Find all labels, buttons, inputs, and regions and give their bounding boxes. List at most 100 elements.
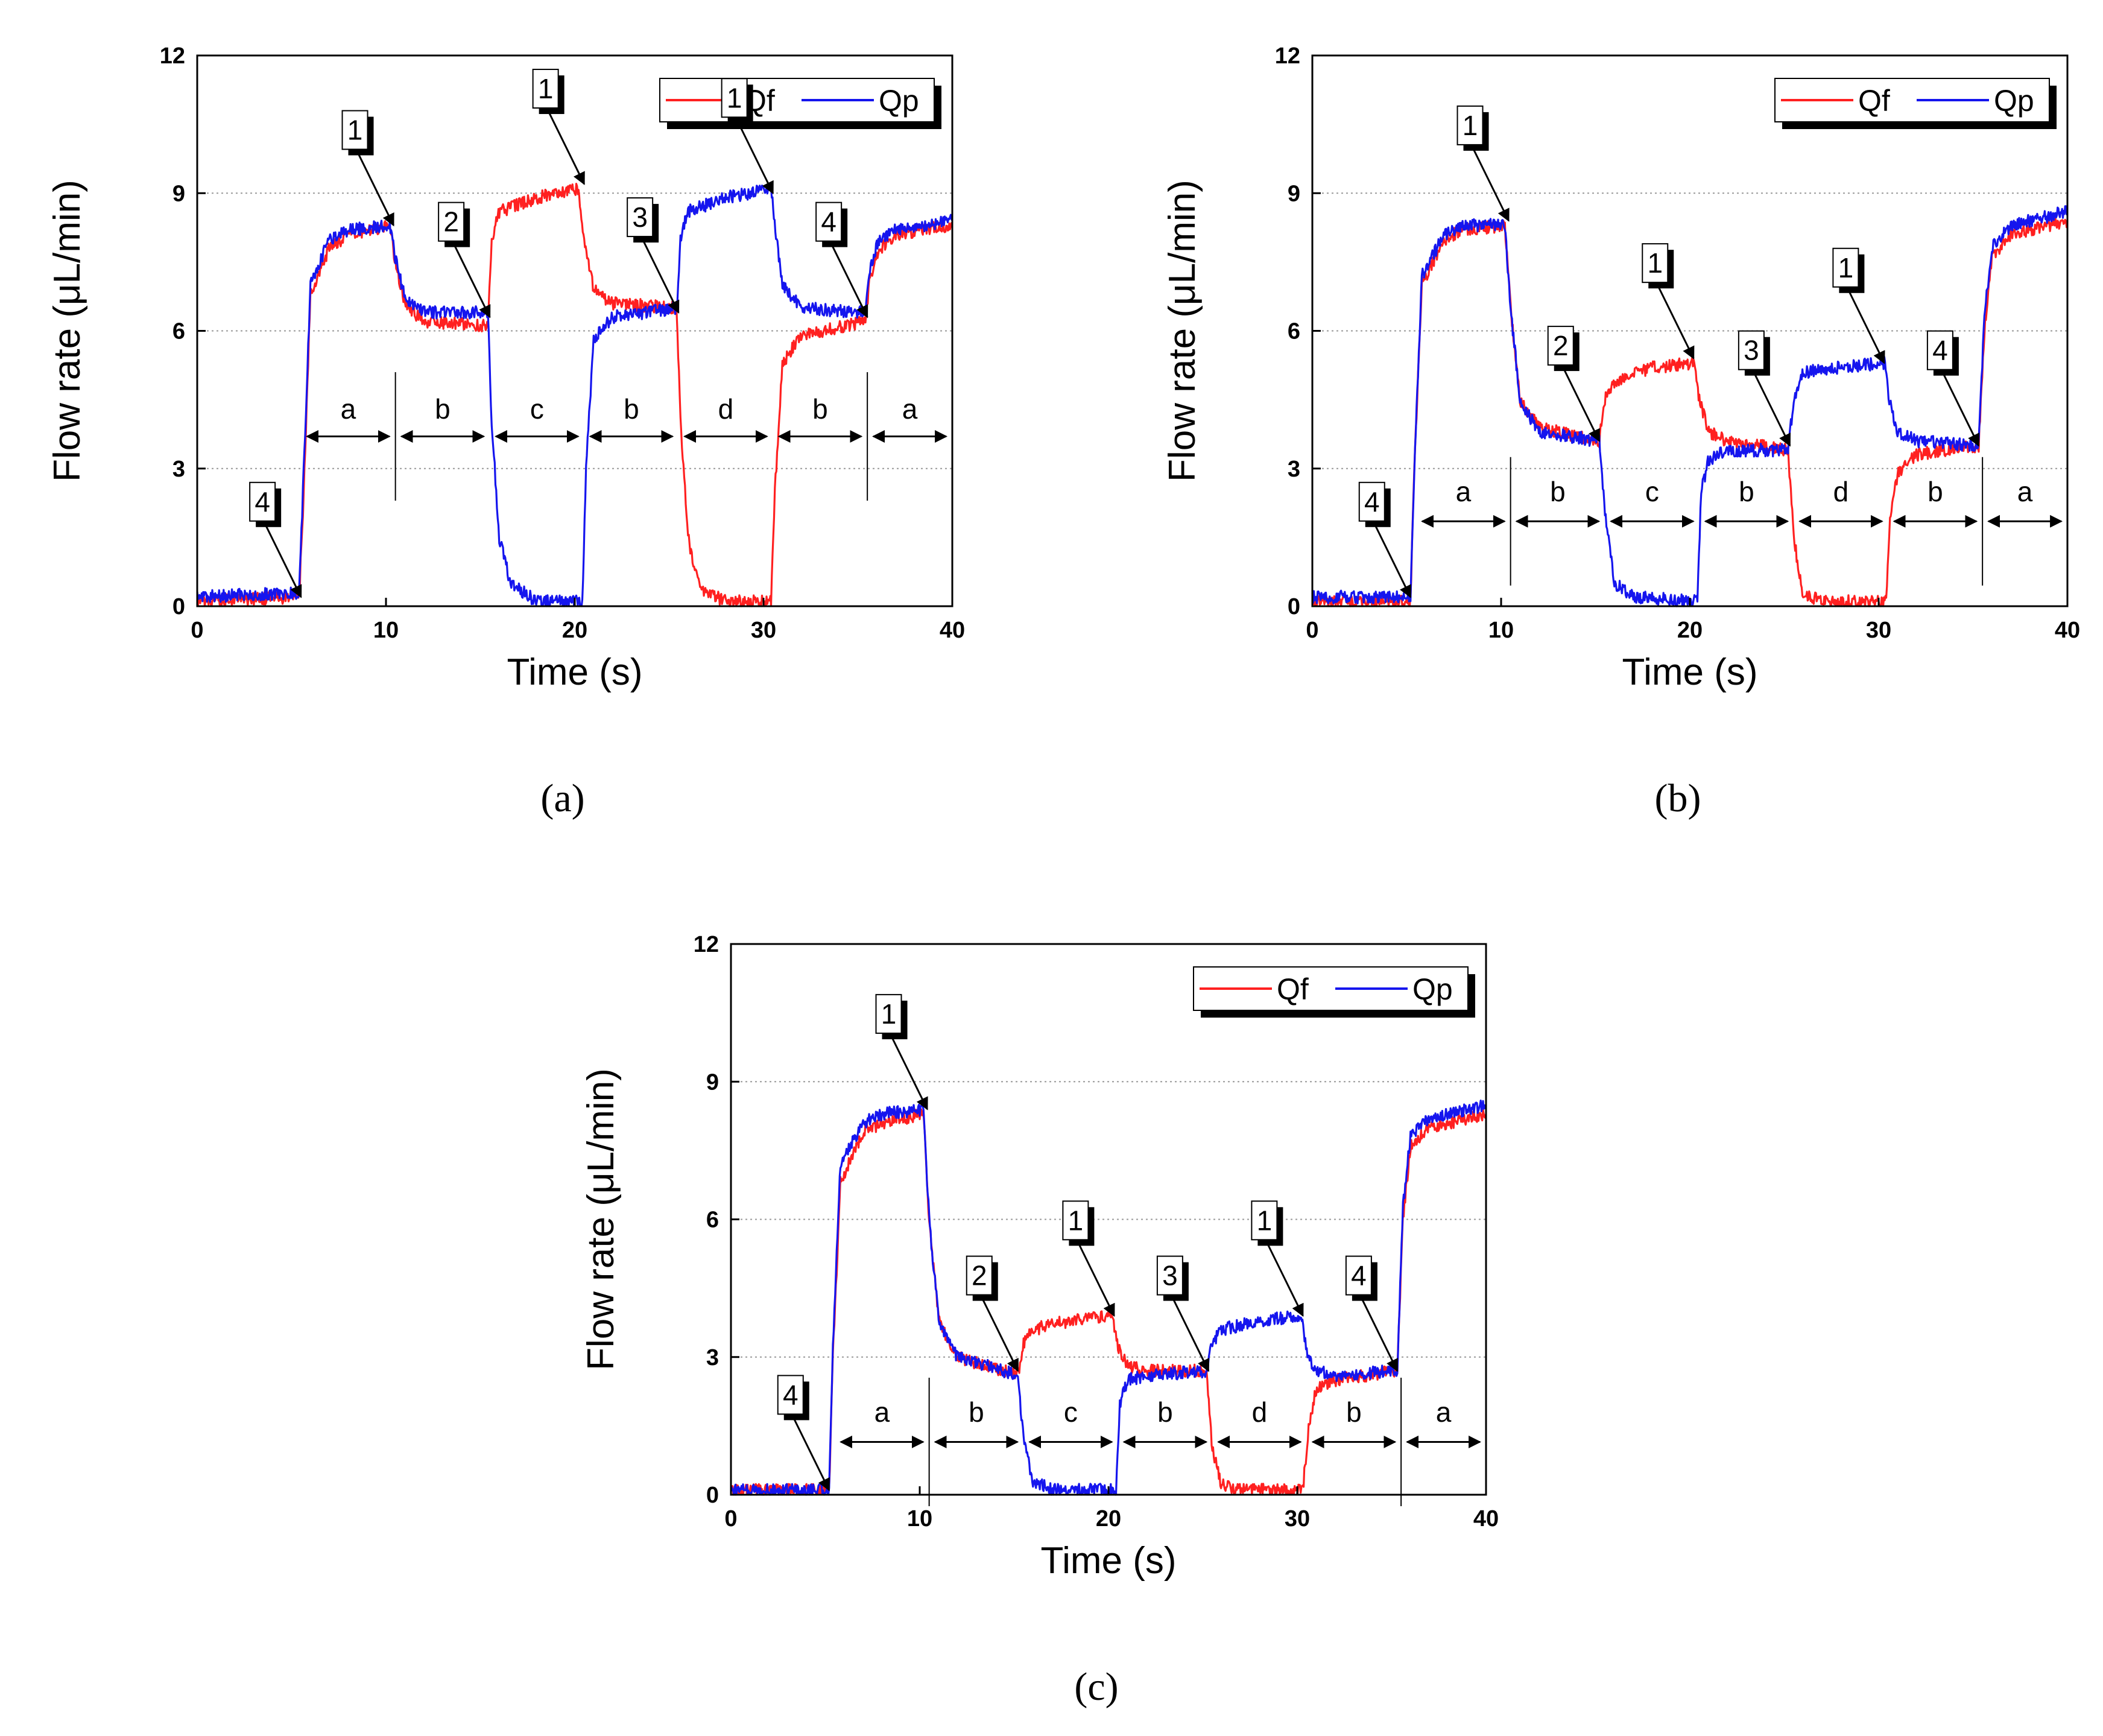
y-tick-label: 6 [1288,319,1300,344]
phase-label: d [718,393,734,425]
x-tick-label: 10 [907,1506,932,1532]
callout-arrow [1941,372,1980,447]
phase-label: b [1157,1396,1173,1428]
callout-label: 3 [1744,335,1759,366]
callout-box [815,201,843,242]
phase-label: a [1456,476,1472,507]
callout-label: 1 [881,998,897,1030]
x-tick-label: 20 [1096,1506,1121,1532]
callout-label: 1 [538,73,554,104]
callout-arrow [547,110,585,185]
x-tick-label: 40 [2055,618,2080,643]
x-tick-label: 30 [1285,1506,1310,1532]
legend-label: Qp [1412,972,1453,1006]
y-tick-label: 0 [706,1483,719,1508]
callout-box [1358,481,1385,522]
x-tick-label: 20 [562,618,587,643]
y-tick-label: 12 [160,43,185,69]
callout-label: 2 [972,1260,987,1291]
callout-arrow [452,243,491,318]
callout-arrow [1360,1296,1399,1372]
phase-label: a [341,393,356,425]
callout-label: 3 [1162,1260,1178,1291]
callout-arrow [1562,367,1601,442]
callout-box [1642,243,1669,284]
callout-arrow [736,119,774,195]
panel-label: (c) [1074,1665,1118,1709]
phase-label: b [969,1396,984,1428]
callout-box [1251,1200,1278,1241]
callout-box [777,1375,804,1415]
x-tick-label: 10 [373,618,399,643]
x-tick-label: 40 [1473,1506,1499,1532]
callout-box [1345,1255,1372,1296]
callout-label: 4 [255,486,270,518]
y-tick-label: 0 [172,594,185,619]
y-tick-label: 3 [172,457,185,482]
x-tick-label: 10 [1488,618,1514,643]
y-tick-label: 12 [1275,43,1300,69]
callout-arrow [1656,284,1695,360]
x-tick-label: 0 [724,1506,737,1532]
callout-arrow [356,151,394,227]
phase-label: a [902,393,918,425]
phase-label: c [1064,1396,1078,1428]
y-tick-label: 6 [172,319,185,344]
phase-label: d [1833,476,1849,507]
x-axis-title: Time (s) [1622,651,1758,693]
x-tick-label: 30 [1866,618,1891,643]
callout-box [1926,330,1953,370]
callout-label: 4 [821,206,836,238]
callout-arrow [1753,372,1791,447]
phase-label: a [1436,1396,1452,1428]
callout-box [1738,330,1765,370]
callout-arrow [1373,523,1412,598]
callout-box [1062,1200,1089,1241]
phase-label: b [1550,476,1566,507]
y-tick-label: 9 [706,1069,719,1095]
callout-label: 1 [727,82,742,113]
series-line-qf [730,1108,1487,1496]
phase-label: b [435,393,451,425]
y-tick-label: 12 [694,932,719,957]
callout-label: 4 [783,1379,799,1410]
phase-label: b [1927,476,1943,507]
x-axis-title: Time (s) [1041,1540,1177,1582]
y-tick-label: 3 [1288,457,1300,482]
callout-label: 3 [632,201,648,233]
series-line-qp [196,182,953,607]
y-axis-title: Flow rate (μL/min) [1162,180,1203,482]
callout-label: 1 [1838,252,1854,284]
phase-label: a [874,1396,890,1428]
callout-label: 1 [347,115,363,146]
callout-arrow [1472,147,1510,222]
callout-box [438,201,465,242]
y-tick-label: 0 [1288,594,1300,619]
x-axis-title: Time (s) [507,651,643,693]
callout-box [341,110,368,150]
legend-label: Qp [879,84,919,118]
x-tick-label: 30 [751,618,776,643]
callout-arrow [981,1296,1019,1372]
legend-label: Qp [1994,84,2034,118]
callout-box [721,78,748,118]
phase-label: c [530,393,544,425]
y-axis-title: Flow rate (μL/min) [46,180,88,482]
x-tick-label: 20 [1677,618,1703,643]
series-line-qf [197,183,953,607]
callout-label: 1 [1647,247,1663,279]
callout-label: 4 [1351,1260,1367,1291]
y-tick-label: 3 [706,1345,719,1370]
x-tick-label: 0 [1306,618,1318,643]
panel-label: (a) [540,776,584,820]
callout-box [627,197,654,238]
callout-box [249,481,276,522]
callout-arrow [641,238,680,314]
callout-label: 1 [1463,110,1478,141]
phase-label: b [1739,476,1754,507]
y-tick-label: 9 [1288,181,1300,206]
callout-arrow [1847,289,1885,364]
callout-box [532,69,559,109]
callout-arrow [890,1035,928,1110]
